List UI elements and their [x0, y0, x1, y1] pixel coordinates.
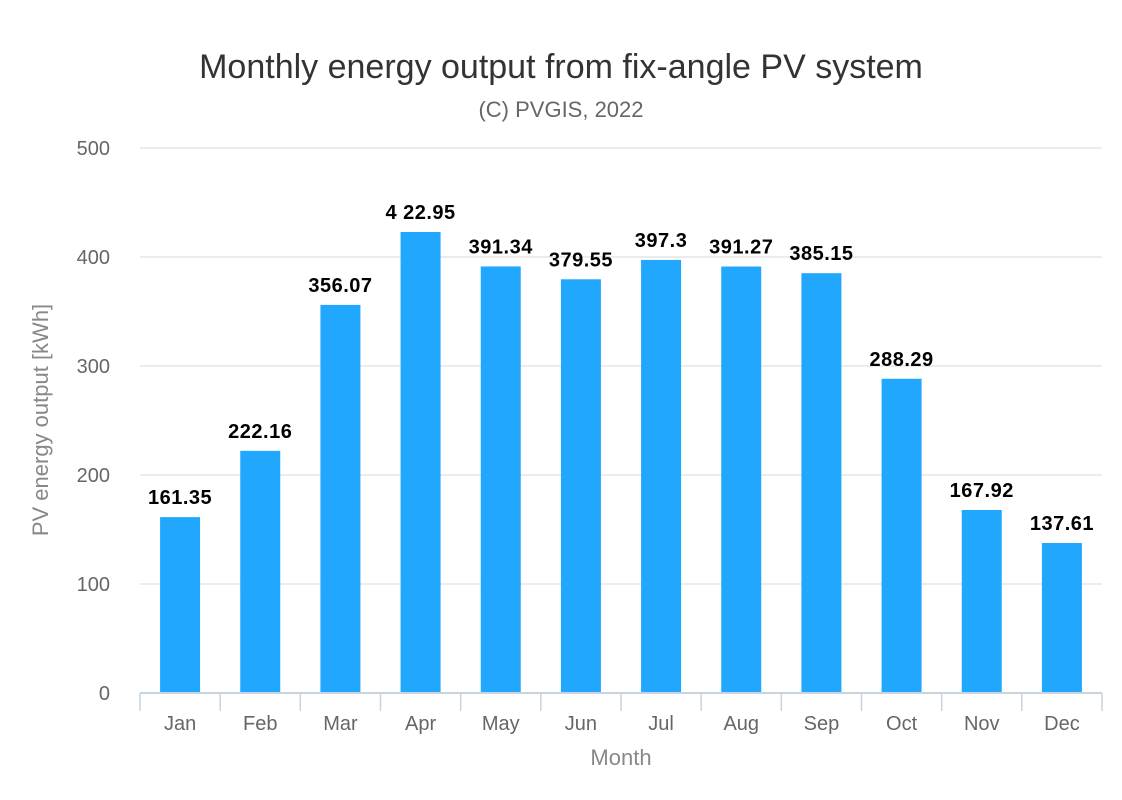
- y-tick-label: 400: [77, 247, 110, 269]
- y-tick-label: 300: [77, 356, 110, 378]
- bar: [961, 509, 1002, 693]
- y-tick-label: 500: [77, 138, 110, 160]
- y-axis-ticks: 0 100 200 300 400 500: [77, 138, 110, 705]
- x-tick-label: Jan: [164, 713, 196, 735]
- x-tick-label: Feb: [243, 713, 277, 735]
- x-tick-label: Apr: [405, 713, 436, 735]
- bars: [160, 231, 1082, 693]
- x-tick-label: Mar: [323, 713, 358, 735]
- chart-subtitle: (C) PVGIS, 2022: [478, 97, 643, 122]
- data-label: 137.61: [1030, 513, 1094, 535]
- y-tick-label: 200: [77, 465, 110, 487]
- chart-title: Monthly energy output from fix-angle PV …: [199, 48, 923, 86]
- data-label: 167.92: [950, 480, 1014, 502]
- data-label: 397.3: [635, 230, 688, 252]
- data-label: 391.27: [709, 237, 773, 259]
- bar: [400, 231, 441, 693]
- y-axis-title: PV energy output [kWh]: [28, 304, 53, 536]
- data-label: 379.55: [549, 249, 613, 271]
- grid-lines: [140, 147, 1102, 585]
- x-tick-label: Jul: [648, 713, 674, 735]
- y-tick-label: 100: [77, 574, 110, 596]
- x-tick-label: Jun: [565, 713, 597, 735]
- x-tick-label: Dec: [1044, 713, 1080, 735]
- bar: [801, 273, 842, 693]
- data-label: 161.35: [148, 487, 212, 509]
- x-tick-label: Oct: [886, 713, 918, 735]
- x-axis: Jan Feb Mar Apr May Jun Jul Aug Sep Oct Nov Dec: [139, 692, 1103, 735]
- data-labels: 161.35 222.16 356.07 4 22.95 391.34 379.55 397…: [148, 202, 1094, 535]
- bar: [881, 378, 922, 693]
- data-label: 391.34: [469, 236, 534, 258]
- data-label: 222.16: [228, 421, 292, 443]
- bar: [160, 517, 201, 693]
- x-tick-label: May: [482, 713, 520, 735]
- y-tick-label: 0: [99, 683, 110, 705]
- bar: [641, 259, 682, 693]
- bar: [721, 266, 762, 693]
- bar: [240, 450, 281, 693]
- x-tick-label: Aug: [723, 713, 759, 735]
- data-label: 288.29: [869, 349, 933, 371]
- data-label: 4 22.95: [385, 202, 455, 224]
- bar: [560, 279, 601, 693]
- bar: [320, 304, 361, 693]
- x-tick-label: Nov: [964, 713, 1000, 735]
- bar: [1041, 543, 1082, 693]
- data-label: 385.15: [789, 243, 853, 265]
- x-tick-label: Sep: [804, 713, 840, 735]
- bar: [480, 266, 521, 693]
- x-axis-title: Month: [590, 745, 651, 770]
- data-label: 356.07: [308, 275, 372, 297]
